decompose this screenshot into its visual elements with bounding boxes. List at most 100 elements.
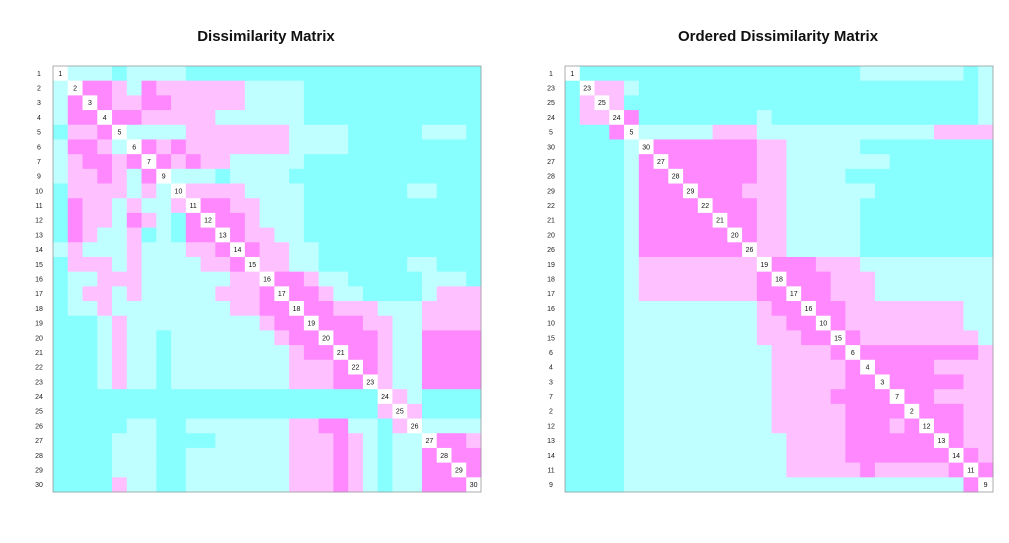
heatmap-cell (259, 124, 275, 140)
row-tick-label: 3 (37, 100, 41, 107)
heatmap-cell (609, 212, 625, 228)
heatmap-cell (451, 227, 467, 243)
heatmap-cell (668, 168, 684, 184)
heatmap-cell (815, 168, 832, 184)
heatmap-cell (53, 271, 69, 287)
heatmap-cell (171, 330, 187, 346)
heatmap-cell (407, 301, 423, 317)
heatmap-cell (683, 242, 699, 258)
heatmap-cell (712, 154, 728, 170)
diagonal-label: 1 (58, 71, 62, 78)
heatmap-cell (904, 286, 920, 302)
diagonal-label: 30 (642, 144, 650, 151)
heatmap-cell (565, 359, 581, 375)
heatmap-cell (668, 301, 684, 317)
heatmap-cell (362, 95, 379, 111)
heatmap-cell (53, 66, 69, 82)
heatmap-cell (126, 154, 142, 170)
heatmap-cell (609, 95, 625, 111)
heatmap-cell (963, 110, 979, 126)
heatmap-cell (756, 66, 773, 82)
row-tick-label: 19 (35, 321, 43, 328)
heatmap-cell (112, 433, 128, 449)
heatmap-cell (874, 301, 891, 317)
heatmap-cell (933, 418, 950, 434)
heatmap-cell (67, 418, 83, 434)
heatmap-cell (874, 154, 891, 170)
heatmap-cell (697, 124, 713, 140)
heatmap-cell (786, 227, 802, 243)
heatmap-cell (624, 359, 640, 375)
heatmap-cell (771, 80, 787, 96)
heatmap-cell (889, 80, 905, 96)
heatmap-cell (771, 198, 787, 214)
heatmap-cell (845, 183, 861, 199)
heatmap-cell (82, 447, 98, 464)
heatmap-cell (712, 66, 728, 82)
heatmap-cell (771, 477, 787, 493)
heatmap-cell (333, 271, 349, 287)
heatmap-cell (771, 359, 787, 375)
heatmap-cell (451, 168, 467, 184)
heatmap-cell (948, 212, 964, 228)
diagonal-label: 29 (455, 467, 463, 474)
heatmap-cell (156, 330, 172, 346)
row-tick-label: 21 (547, 218, 555, 225)
heatmap-cell (171, 95, 187, 111)
heatmap-cell (126, 95, 142, 111)
heatmap-cell (933, 80, 950, 96)
heatmap-cell (771, 242, 787, 258)
heatmap-cell (579, 66, 595, 82)
heatmap-cell (697, 433, 713, 449)
heatmap-cell (874, 139, 891, 155)
heatmap-cell (200, 374, 216, 390)
heatmap-cell (697, 110, 713, 126)
heatmap-cell (171, 447, 187, 464)
heatmap-cell (274, 66, 290, 82)
heatmap-cell (889, 286, 905, 302)
row-tick-label: 30 (547, 144, 555, 151)
heatmap-cell (919, 403, 935, 419)
heatmap-cell (97, 256, 113, 273)
heatmap-cell (303, 389, 320, 405)
diagonal-label: 5 (117, 130, 121, 137)
heatmap-cell (624, 301, 640, 317)
heatmap-cell (948, 315, 964, 331)
heatmap-cell (653, 359, 669, 375)
heatmap-cell (683, 315, 699, 331)
row-tick-label: 10 (35, 188, 43, 195)
heatmap-cell (815, 110, 832, 126)
heatmap-cell (801, 183, 817, 199)
heatmap-cell (624, 242, 640, 258)
heatmap-cell (156, 433, 172, 449)
heatmap-cell (919, 66, 935, 82)
heatmap-cell (830, 183, 846, 199)
heatmap-cell (948, 403, 964, 419)
heatmap-cell (67, 110, 83, 126)
heatmap-cell (727, 345, 743, 361)
heatmap-cell (565, 124, 581, 140)
row-tick-label: 5 (37, 130, 41, 137)
heatmap-cell (933, 403, 950, 419)
heatmap-cell (948, 66, 964, 82)
heatmap-cell (303, 418, 320, 434)
heatmap-cell (215, 110, 231, 126)
heatmap-cell (436, 139, 452, 155)
heatmap-cell (185, 110, 201, 126)
heatmap-cell (289, 212, 305, 228)
heatmap-cell (756, 242, 773, 258)
heatmap-cell (215, 168, 231, 184)
heatmap-cell (683, 227, 699, 243)
heatmap-cell (53, 403, 69, 419)
row-tick-label: 27 (547, 159, 555, 166)
heatmap-cell (82, 183, 98, 199)
heatmap-cell (185, 286, 201, 302)
heatmap-cell (860, 256, 876, 273)
heatmap-cell (82, 242, 98, 258)
heatmap-cell (727, 477, 743, 493)
heatmap-cell (786, 330, 802, 346)
heatmap-cell (451, 286, 467, 302)
heatmap-cell (963, 139, 979, 155)
heatmap-cell (668, 139, 684, 155)
heatmap-cell (815, 198, 832, 214)
